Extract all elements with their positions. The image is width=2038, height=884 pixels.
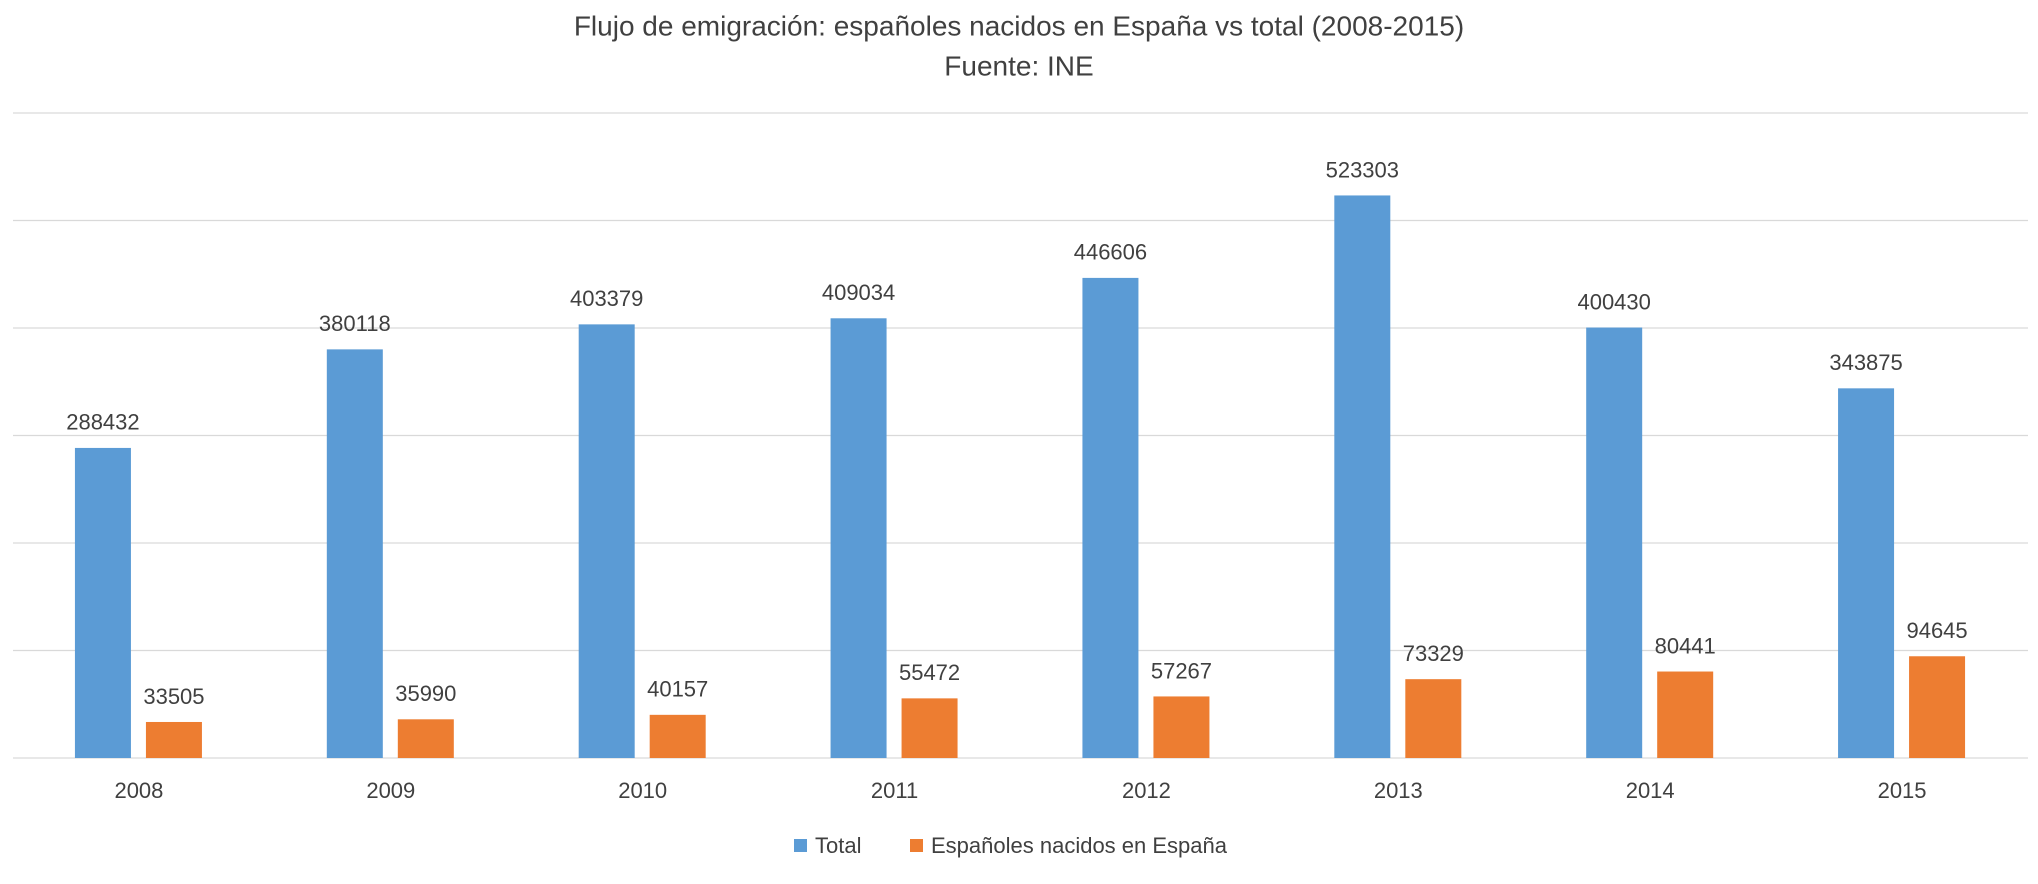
legend-label: Españoles nacidos en España (931, 833, 1228, 858)
data-label: 403379 (570, 286, 643, 311)
x-tick-label: 2012 (1122, 778, 1171, 803)
data-label: 523303 (1326, 157, 1399, 182)
data-label: 33505 (143, 684, 204, 709)
bar (1909, 656, 1966, 758)
x-tick-label: 2014 (1626, 778, 1675, 803)
bar (649, 714, 706, 758)
bar (1153, 696, 1210, 758)
data-label: 57267 (1151, 658, 1212, 683)
x-tick-label: 2009 (366, 778, 415, 803)
x-tick-label: 2015 (1878, 778, 1927, 803)
chart-subtitle: Fuente: INE (944, 50, 1093, 81)
bar (1838, 388, 1895, 758)
x-tick-label: 2010 (618, 778, 667, 803)
legend-swatch (794, 839, 807, 852)
x-tick-label: 2008 (114, 778, 163, 803)
data-label: 73329 (1403, 641, 1464, 666)
legend-swatch (910, 839, 923, 852)
x-tick-label: 2013 (1374, 778, 1423, 803)
data-label: 55472 (899, 660, 960, 685)
data-label: 40157 (647, 677, 708, 702)
data-label: 446606 (1074, 240, 1147, 265)
chart-title: Flujo de emigración: españoles nacidos e… (574, 10, 1464, 41)
data-label: 380118 (319, 311, 391, 336)
legend-label: Total (815, 833, 861, 858)
bar (1082, 277, 1139, 758)
data-label: 94645 (1906, 618, 1967, 643)
data-label: 409034 (822, 280, 895, 305)
bar (1657, 671, 1714, 758)
bar (901, 698, 958, 758)
x-tick-label: 2011 (871, 778, 918, 803)
bar (397, 719, 454, 758)
bar (326, 349, 383, 758)
bar (1334, 195, 1391, 758)
bar (1405, 679, 1462, 758)
bar (830, 318, 887, 758)
data-label: 343875 (1829, 350, 1902, 375)
bar (145, 721, 202, 758)
bar (578, 324, 635, 758)
data-label: 400430 (1577, 289, 1650, 314)
bar (74, 447, 131, 758)
data-label: 80441 (1655, 633, 1716, 658)
data-label: 288432 (66, 410, 139, 435)
data-label: 35990 (395, 681, 456, 706)
bar (1586, 327, 1643, 758)
